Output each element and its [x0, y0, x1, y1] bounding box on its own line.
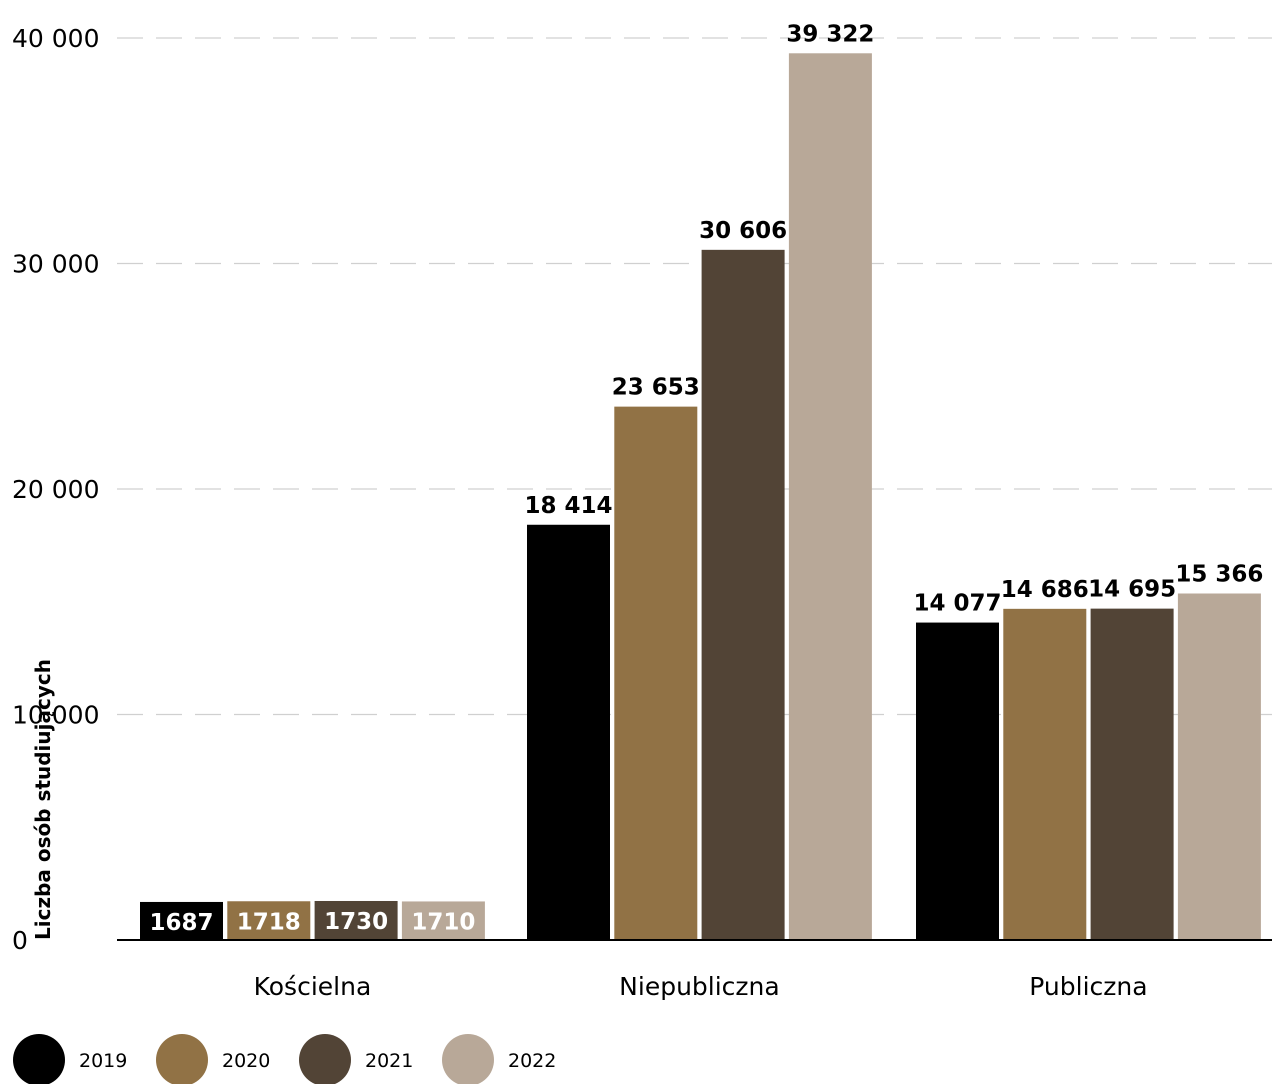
value-labels: 1687 1718 1730 1710 18 414 23 653 30 606 39 322…	[149, 21, 1263, 936]
bar-value-label: 1687	[149, 910, 213, 936]
y-tick-label: 30 000	[12, 250, 99, 279]
bar-value-label: 14 695	[1088, 577, 1176, 603]
bar	[527, 524, 610, 940]
x-category-label: Kościelna	[254, 972, 372, 1001]
x-category-label: Publiczna	[1029, 972, 1147, 1001]
bars	[140, 53, 1261, 941]
x-axis-categories: Kościelna Niepubliczna Publiczna	[254, 972, 1148, 1001]
bar-value-label: 14 686	[1001, 577, 1089, 603]
legend-swatch	[442, 1034, 494, 1084]
bar	[788, 53, 872, 941]
legend-swatch	[156, 1034, 208, 1084]
legend-label: 2022	[508, 1050, 556, 1072]
bar	[401, 901, 485, 940]
bar	[1177, 593, 1261, 940]
bar-value-label: 15 366	[1175, 561, 1263, 587]
bar	[227, 901, 311, 940]
bar	[1003, 608, 1087, 940]
y-tick-label: 10 000	[12, 701, 99, 730]
y-tick-label: 0	[12, 926, 28, 955]
legend-swatch	[299, 1034, 351, 1084]
bar-value-label: 39 322	[786, 21, 874, 47]
bar-value-label: 23 653	[612, 375, 700, 401]
bar	[614, 406, 698, 940]
bar-value-label: 1710	[411, 909, 475, 935]
y-axis-ticks: 0 10 000 20 000 30 000 40 000	[12, 24, 99, 955]
bar-value-label: 1730	[324, 909, 388, 935]
legend-label: 2021	[365, 1050, 413, 1072]
bar	[701, 249, 785, 940]
bar	[916, 622, 999, 940]
bar	[140, 901, 223, 940]
legend: 2019 2020 2021 2022	[13, 1034, 556, 1084]
bar-value-label: 18 414	[524, 493, 612, 519]
legend-label: 2020	[222, 1050, 270, 1072]
legend-label: 2019	[79, 1050, 127, 1072]
bar	[314, 900, 398, 940]
x-category-label: Niepubliczna	[619, 972, 780, 1001]
legend-swatch	[13, 1034, 65, 1084]
bar-value-label: 1718	[237, 909, 301, 935]
y-tick-label: 20 000	[12, 475, 99, 504]
y-tick-label: 40 000	[12, 24, 99, 53]
y-axis-title: Liczba osób studiujących	[31, 659, 55, 940]
bar-value-label: 14 077	[913, 591, 1001, 617]
bar	[1090, 608, 1174, 940]
bar-value-label: 30 606	[699, 218, 787, 244]
